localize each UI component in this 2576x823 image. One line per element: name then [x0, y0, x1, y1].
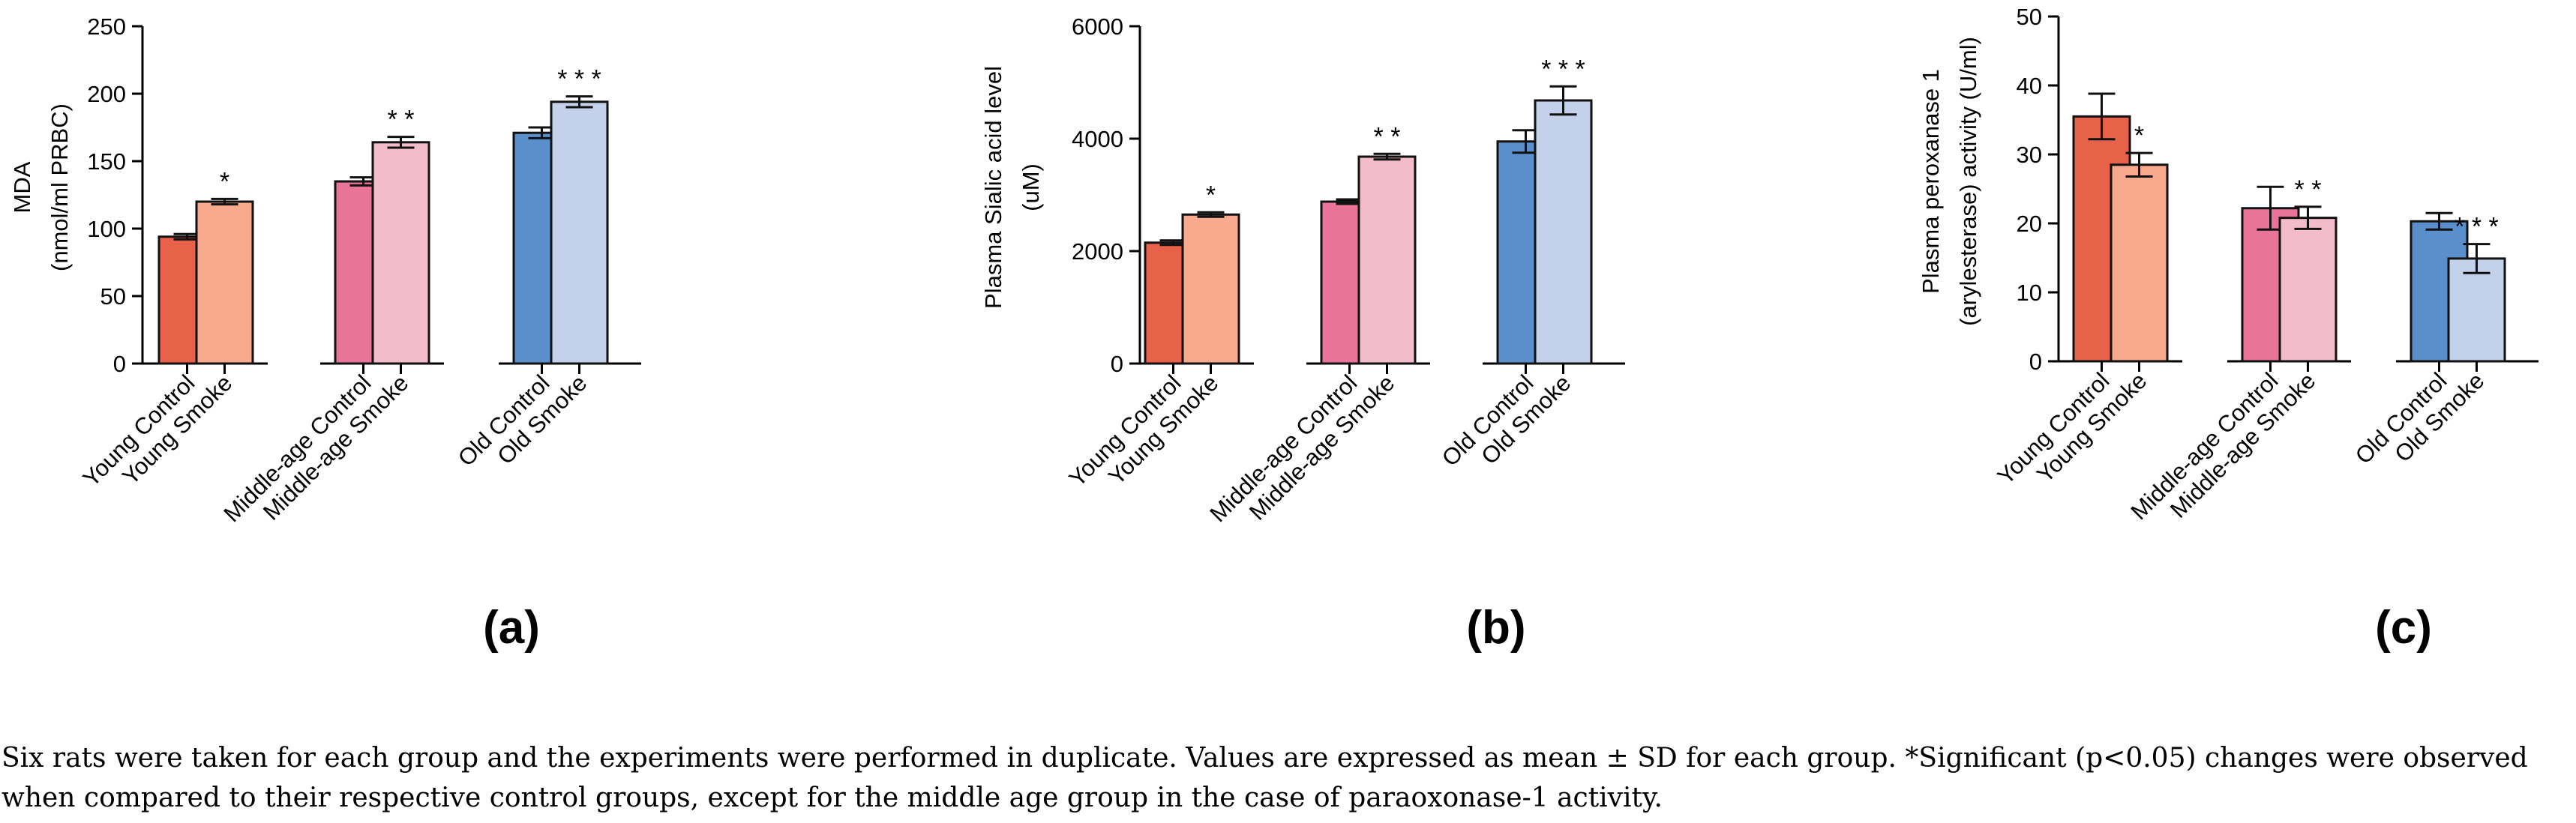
significance-mark: * — [2134, 121, 2144, 150]
bar-2 — [2110, 163, 2169, 363]
significance-mark: * * * — [1541, 55, 1585, 83]
y-axis-label-line: Plasma Sialic acid level — [980, 66, 1006, 309]
bar-6 — [550, 100, 609, 365]
y-tick-label: 2000 — [1072, 238, 1123, 265]
y-axis-label-line: (arylesterase) activity (U/ml) — [1955, 37, 1981, 326]
y-tick-label: 20 — [2017, 211, 2042, 237]
significance-mark: * * — [2295, 175, 2322, 204]
panel-label: (b) — [1466, 602, 1525, 654]
y-tick-label: 200 — [87, 81, 126, 107]
significance-mark: * * * — [557, 65, 601, 94]
significance-mark: * * * — [2455, 213, 2499, 241]
y-tick-label: 0 — [2029, 349, 2042, 375]
bar-2 — [195, 200, 254, 365]
bar-4 — [2278, 217, 2338, 363]
y-tick-label: 40 — [2017, 73, 2042, 99]
y-axis-label-line: Plasma peroxanase 1 — [1918, 69, 1944, 294]
y-tick-label: 50 — [100, 283, 126, 310]
y-tick-label: 10 — [2017, 280, 2042, 306]
panel-label: (a) — [483, 602, 540, 654]
y-axis-label-line: (nmol/ml PRBC) — [46, 103, 73, 271]
figure-caption: Six rats were taken for each group and t… — [1, 743, 2528, 813]
significance-mark: * * — [1374, 122, 1401, 151]
panel-label: (c) — [2375, 602, 2432, 654]
y-tick-label: 100 — [87, 216, 126, 242]
y-tick-label: 250 — [87, 13, 126, 40]
y-axis-label-line: (uM) — [1018, 163, 1044, 211]
significance-mark: * — [1206, 181, 1216, 209]
significance-mark: * * — [388, 106, 415, 134]
y-tick-label: 0 — [113, 351, 126, 377]
bar-4 — [1357, 155, 1417, 365]
y-tick-label: 150 — [87, 148, 126, 175]
y-tick-label: 0 — [1111, 351, 1123, 377]
bar-4 — [371, 141, 430, 365]
y-axis-label-line: MDA — [9, 161, 35, 213]
significance-mark: * — [220, 167, 229, 196]
bar-2 — [1181, 213, 1240, 365]
bar-6 — [1534, 99, 1593, 365]
y-tick-label: 6000 — [1072, 13, 1123, 40]
y-tick-label: 50 — [2017, 4, 2042, 30]
y-tick-label: 4000 — [1072, 126, 1123, 152]
y-tick-label: 30 — [2017, 142, 2042, 168]
